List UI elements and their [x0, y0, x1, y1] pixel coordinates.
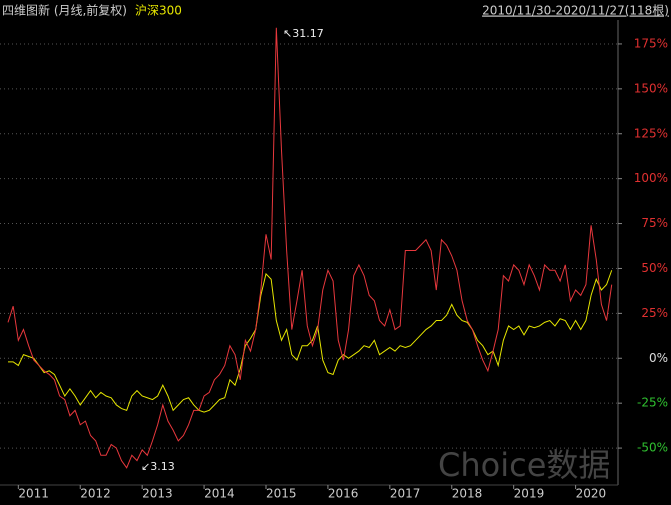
x-tick-label: 2016: [328, 487, 359, 501]
chart-title: 四维图新 (月线,前复权): [2, 3, 127, 18]
x-tick-label: 2017: [390, 487, 421, 501]
range-label: 2010/11/30-2020/11/27(118根): [482, 4, 669, 18]
y-tick-label: 125%: [634, 126, 668, 140]
x-tick-label: 2020: [576, 487, 607, 501]
x-tick-label: 2019: [514, 487, 545, 501]
y-tick-label: 100%: [634, 171, 668, 185]
y-tick-label: 150%: [634, 81, 668, 95]
annotation: ↙3.13: [141, 460, 175, 473]
series-line: [7, 27, 613, 469]
x-tick-label: 2015: [266, 487, 297, 501]
annotation: ↖31.17: [283, 27, 324, 40]
x-tick-label: 2012: [80, 487, 111, 501]
x-tick-label: 2011: [18, 487, 49, 501]
y-tick-label: -50%: [637, 441, 668, 455]
x-tick-label: 2013: [142, 487, 173, 501]
series-line: [8, 270, 613, 413]
y-tick-label: 50%: [641, 261, 668, 275]
legend-label: 沪深300: [135, 4, 182, 18]
x-tick-label: 2018: [452, 487, 483, 501]
y-tick-label: -25%: [637, 396, 668, 410]
y-tick-label: 175%: [634, 36, 668, 50]
watermark: Choice数据: [438, 446, 610, 484]
y-tick-label: 25%: [641, 306, 668, 320]
y-tick-label: 75%: [641, 216, 668, 230]
y-tick-label: 0%: [649, 351, 668, 365]
x-tick-label: 2014: [204, 487, 235, 501]
